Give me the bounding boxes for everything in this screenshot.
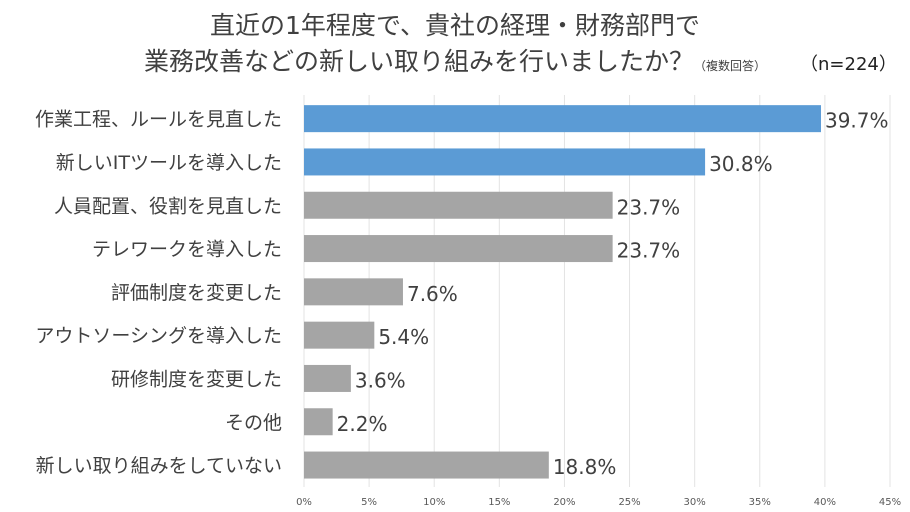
x-tick-label: 25% bbox=[618, 497, 640, 508]
x-tick-label: 30% bbox=[684, 497, 706, 508]
chart-title-line-2: 業務改善などの新しい取り組みを行いましたか？（複数回答） bbox=[0, 42, 910, 78]
bar bbox=[304, 451, 549, 479]
bar bbox=[304, 321, 375, 349]
category-label: 人員配置、役割を見直した bbox=[54, 195, 282, 217]
x-tick-label: 40% bbox=[814, 497, 836, 508]
x-tick-label: 5% bbox=[361, 497, 377, 508]
data-label: 23.7% bbox=[617, 195, 681, 219]
chart-title-main: 業務改善などの新しい取り組みを行いましたか？ bbox=[143, 47, 694, 76]
bar bbox=[304, 278, 403, 306]
category-label: テレワークを導入した bbox=[92, 239, 282, 261]
bar bbox=[304, 364, 351, 392]
data-label: 18.8% bbox=[553, 455, 617, 479]
data-label: 23.7% bbox=[617, 239, 681, 263]
data-label: 3.6% bbox=[355, 368, 406, 392]
category-label: 新しいITツールを導入した bbox=[56, 152, 282, 174]
sample-size-note: （n=224） bbox=[800, 54, 897, 75]
x-tick-label: 15% bbox=[488, 497, 510, 508]
data-label: 5.4% bbox=[378, 325, 429, 349]
bar bbox=[304, 235, 613, 263]
x-tick-label: 45% bbox=[879, 497, 901, 508]
category-label: 研修制度を変更した bbox=[111, 368, 282, 390]
category-label: 新しい取り組みをしていない bbox=[36, 455, 282, 477]
category-label: 評価制度を変更した bbox=[111, 282, 282, 304]
data-label: 39.7% bbox=[825, 109, 889, 133]
x-tick-label: 20% bbox=[553, 497, 575, 508]
bar bbox=[304, 105, 821, 133]
category-label: その他 bbox=[225, 412, 282, 434]
x-tick-label: 0% bbox=[296, 497, 312, 508]
x-tick-label: 10% bbox=[423, 497, 445, 508]
category-label: アウトソーシングを導入した bbox=[35, 325, 282, 347]
category-label: 作業工程、ルールを見直した bbox=[35, 109, 282, 131]
bar bbox=[304, 148, 706, 176]
chart-title-note: （複数回答） bbox=[694, 59, 767, 73]
bar bbox=[304, 408, 333, 436]
data-label: 2.2% bbox=[337, 412, 388, 436]
x-tick-label: 35% bbox=[749, 497, 771, 508]
data-label: 30.8% bbox=[709, 152, 773, 176]
bar bbox=[304, 191, 613, 219]
data-label: 7.6% bbox=[407, 282, 458, 306]
chart-title-line-1: 直近の1年程度で、貴社の経理・財務部門で bbox=[210, 11, 700, 40]
